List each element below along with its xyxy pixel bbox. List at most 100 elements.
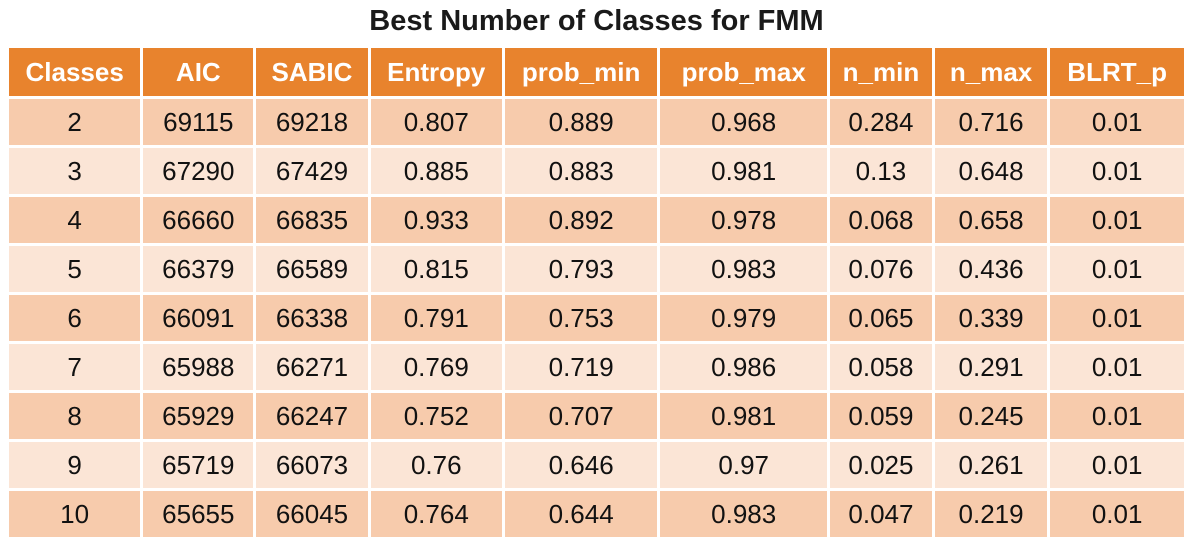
table-row: 5 66379 66589 0.815 0.793 0.983 0.076 0.436 0.01 <box>5 243 1187 295</box>
table-cell: 0.933 <box>367 194 505 246</box>
table-cell: 0.058 <box>827 341 935 393</box>
table-cell: 0.01 <box>1047 390 1187 442</box>
table-cell: 0.807 <box>367 96 505 148</box>
table-cell: 0.076 <box>827 243 935 295</box>
column-header-classes: Classes <box>5 45 144 99</box>
table-cell: 67429 <box>253 145 371 197</box>
table-cell: 0.339 <box>931 292 1051 344</box>
table-cell: 66338 <box>253 292 371 344</box>
table-cell: 0.883 <box>501 145 661 197</box>
table-cell: 0.01 <box>1047 488 1187 540</box>
column-header-n_max: n_max <box>931 45 1051 99</box>
column-header-aic: AIC <box>140 45 257 99</box>
table-cell: 0.059 <box>827 390 935 442</box>
table-cell: 0.219 <box>931 488 1051 540</box>
table-row: 9 65719 66073 0.76 0.646 0.97 0.025 0.261 0.01 <box>5 439 1187 491</box>
table-cell: 66589 <box>253 243 371 295</box>
column-header-prob_max: prob_max <box>657 45 831 99</box>
table-cell: 66073 <box>253 439 371 491</box>
table-cell: 66091 <box>140 292 257 344</box>
table-cell: 0.983 <box>657 243 831 295</box>
table-cell: 0.01 <box>1047 194 1187 246</box>
column-header-prob_min: prob_min <box>501 45 661 99</box>
table-cell: 0.658 <box>931 194 1051 246</box>
table-cell: 66247 <box>253 390 371 442</box>
table-cell: 0.01 <box>1047 341 1187 393</box>
column-header-sabic: SABIC <box>253 45 371 99</box>
table-cell: 0.01 <box>1047 145 1187 197</box>
table-cell: 0.815 <box>367 243 505 295</box>
table-cell: 4 <box>5 194 144 246</box>
table-cell: 66660 <box>140 194 257 246</box>
table-cell: 0.885 <box>367 145 505 197</box>
table-cell: 69218 <box>253 96 371 148</box>
table-cell: 0.979 <box>657 292 831 344</box>
table-cell: 0.983 <box>657 488 831 540</box>
table-cell: 0.707 <box>501 390 661 442</box>
table-cell: 0.025 <box>827 439 935 491</box>
table-row: 8 65929 66247 0.752 0.707 0.981 0.059 0.245 0.01 <box>5 390 1187 442</box>
table-cell: 0.01 <box>1047 96 1187 148</box>
table-row: 2 69115 69218 0.807 0.889 0.968 0.284 0.716 0.01 <box>5 96 1187 148</box>
table-cell: 0.892 <box>501 194 661 246</box>
table-cell: 67290 <box>140 145 257 197</box>
table-cell: 5 <box>5 243 144 295</box>
table-cell: 0.261 <box>931 439 1051 491</box>
table-row: 6 66091 66338 0.791 0.753 0.979 0.065 0.339 0.01 <box>5 292 1187 344</box>
table-cell: 0.764 <box>367 488 505 540</box>
table-cell: 0.284 <box>827 96 935 148</box>
table-cell: 0.719 <box>501 341 661 393</box>
table-cell: 0.644 <box>501 488 661 540</box>
table-row: 3 67290 67429 0.885 0.883 0.981 0.13 0.648 0.01 <box>5 145 1187 197</box>
table-cell: 0.981 <box>657 390 831 442</box>
column-header-blrt_p: BLRT_p <box>1047 45 1187 99</box>
table-cell: 0.01 <box>1047 243 1187 295</box>
table-cell: 65988 <box>140 341 257 393</box>
fmm-results-table: Classes AIC SABIC Entropy prob_min prob_max n_… <box>5 45 1187 540</box>
table-cell: 65719 <box>140 439 257 491</box>
table-cell: 0.753 <box>501 292 661 344</box>
table-cell: 0.889 <box>501 96 661 148</box>
table-cell: 8 <box>5 390 144 442</box>
table-cell: 0.76 <box>367 439 505 491</box>
table-cell: 0.97 <box>657 439 831 491</box>
table-cell: 65655 <box>140 488 257 540</box>
table-cell: 2 <box>5 96 144 148</box>
table-cell: 0.646 <box>501 439 661 491</box>
table-cell: 0.047 <box>827 488 935 540</box>
table-cell: 7 <box>5 341 144 393</box>
table-row: 7 65988 66271 0.769 0.719 0.986 0.058 0.291 0.01 <box>5 341 1187 393</box>
table-cell: 9 <box>5 439 144 491</box>
table-cell: 0.752 <box>367 390 505 442</box>
table-cell: 0.716 <box>931 96 1051 148</box>
table-cell: 0.986 <box>657 341 831 393</box>
table-cell: 0.01 <box>1047 439 1187 491</box>
table-header-row: Classes AIC SABIC Entropy prob_min prob_max n_… <box>5 45 1187 99</box>
table-row: 10 65655 66045 0.764 0.644 0.983 0.047 0.219 0.0… <box>5 488 1187 540</box>
table-cell: 0.791 <box>367 292 505 344</box>
table-cell: 0.793 <box>501 243 661 295</box>
table-cell: 10 <box>5 488 144 540</box>
table-cell: 0.978 <box>657 194 831 246</box>
table-cell: 69115 <box>140 96 257 148</box>
table-cell: 0.291 <box>931 341 1051 393</box>
table-cell: 0.968 <box>657 96 831 148</box>
table-cell: 0.981 <box>657 145 831 197</box>
column-header-n_min: n_min <box>827 45 935 99</box>
table-cell: 3 <box>5 145 144 197</box>
table-cell: 0.769 <box>367 341 505 393</box>
table-row: 4 66660 66835 0.933 0.892 0.978 0.068 0.658 0.01 <box>5 194 1187 246</box>
table-cell: 66379 <box>140 243 257 295</box>
table-cell: 66271 <box>253 341 371 393</box>
table-cell: 0.648 <box>931 145 1051 197</box>
table-cell: 0.245 <box>931 390 1051 442</box>
table-cell: 0.01 <box>1047 292 1187 344</box>
table-cell: 0.436 <box>931 243 1051 295</box>
column-header-entropy: Entropy <box>367 45 505 99</box>
table-cell: 0.13 <box>827 145 935 197</box>
table-cell: 0.065 <box>827 292 935 344</box>
table-cell: 66835 <box>253 194 371 246</box>
page-title: Best Number of Classes for FMM <box>369 5 824 37</box>
table-cell: 66045 <box>253 488 371 540</box>
